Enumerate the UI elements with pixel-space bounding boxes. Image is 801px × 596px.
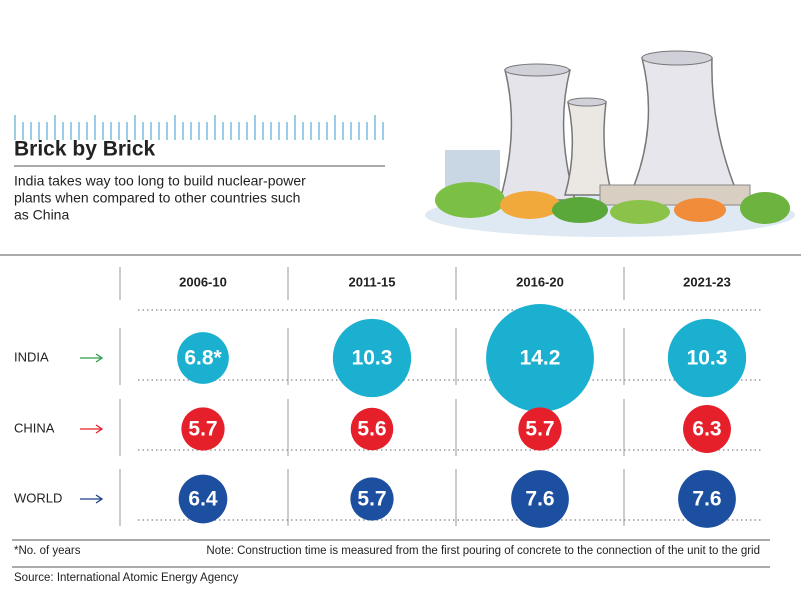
- bubble-label: 14.2: [520, 347, 561, 370]
- bubble: [667, 318, 747, 398]
- source: Source: International Atomic Energy Agen…: [14, 572, 239, 584]
- bubble: [332, 318, 412, 398]
- subtitle: plants when compared to other countries …: [14, 190, 300, 206]
- footnote: *No. of years: [14, 545, 81, 557]
- bubble-label: 10.3: [352, 347, 393, 370]
- bubble-label: 5.7: [188, 418, 217, 441]
- bubble-label: 7.6: [525, 488, 554, 511]
- bubble-label: 6.8*: [184, 347, 222, 370]
- subtitle: as China: [14, 207, 69, 223]
- bubble: [678, 470, 736, 528]
- bubble: [518, 407, 562, 451]
- ruler: [14, 115, 384, 140]
- bubble-label: 6.3: [692, 418, 721, 441]
- bubble-label: 5.6: [357, 418, 386, 441]
- bubble-label: 6.4: [188, 488, 218, 511]
- row-arrow-head: [95, 424, 104, 434]
- bubble: [511, 470, 569, 528]
- subtitle: India takes way too long to build nuclea…: [14, 173, 306, 189]
- row-arrow-head: [95, 353, 104, 363]
- row-label: WORLD: [14, 490, 62, 505]
- column-header: 2021-23: [683, 274, 731, 289]
- bubble-label: 5.7: [357, 488, 386, 511]
- bubble: [683, 405, 731, 453]
- note: Note: Construction time is measured from…: [206, 545, 760, 557]
- bubble-label: 7.6: [692, 488, 721, 511]
- bubble: [177, 332, 229, 384]
- bubble: [181, 407, 225, 451]
- bubble: [486, 304, 594, 412]
- column-header: 2016-20: [516, 274, 564, 289]
- row-label: INDIA: [14, 349, 49, 364]
- column-header: 2006-10: [179, 274, 227, 289]
- bubble-label: 10.3: [687, 347, 728, 370]
- bubble: [350, 477, 394, 521]
- title: Brick by Brick: [14, 138, 156, 161]
- bubble: [350, 407, 394, 451]
- column-header: 2011-15: [349, 274, 396, 289]
- bubble-label: 5.7: [525, 418, 554, 441]
- illustration: [425, 50, 795, 237]
- bubble: [178, 474, 228, 524]
- row-arrow-head: [95, 494, 104, 504]
- row-label: CHINA: [14, 420, 55, 435]
